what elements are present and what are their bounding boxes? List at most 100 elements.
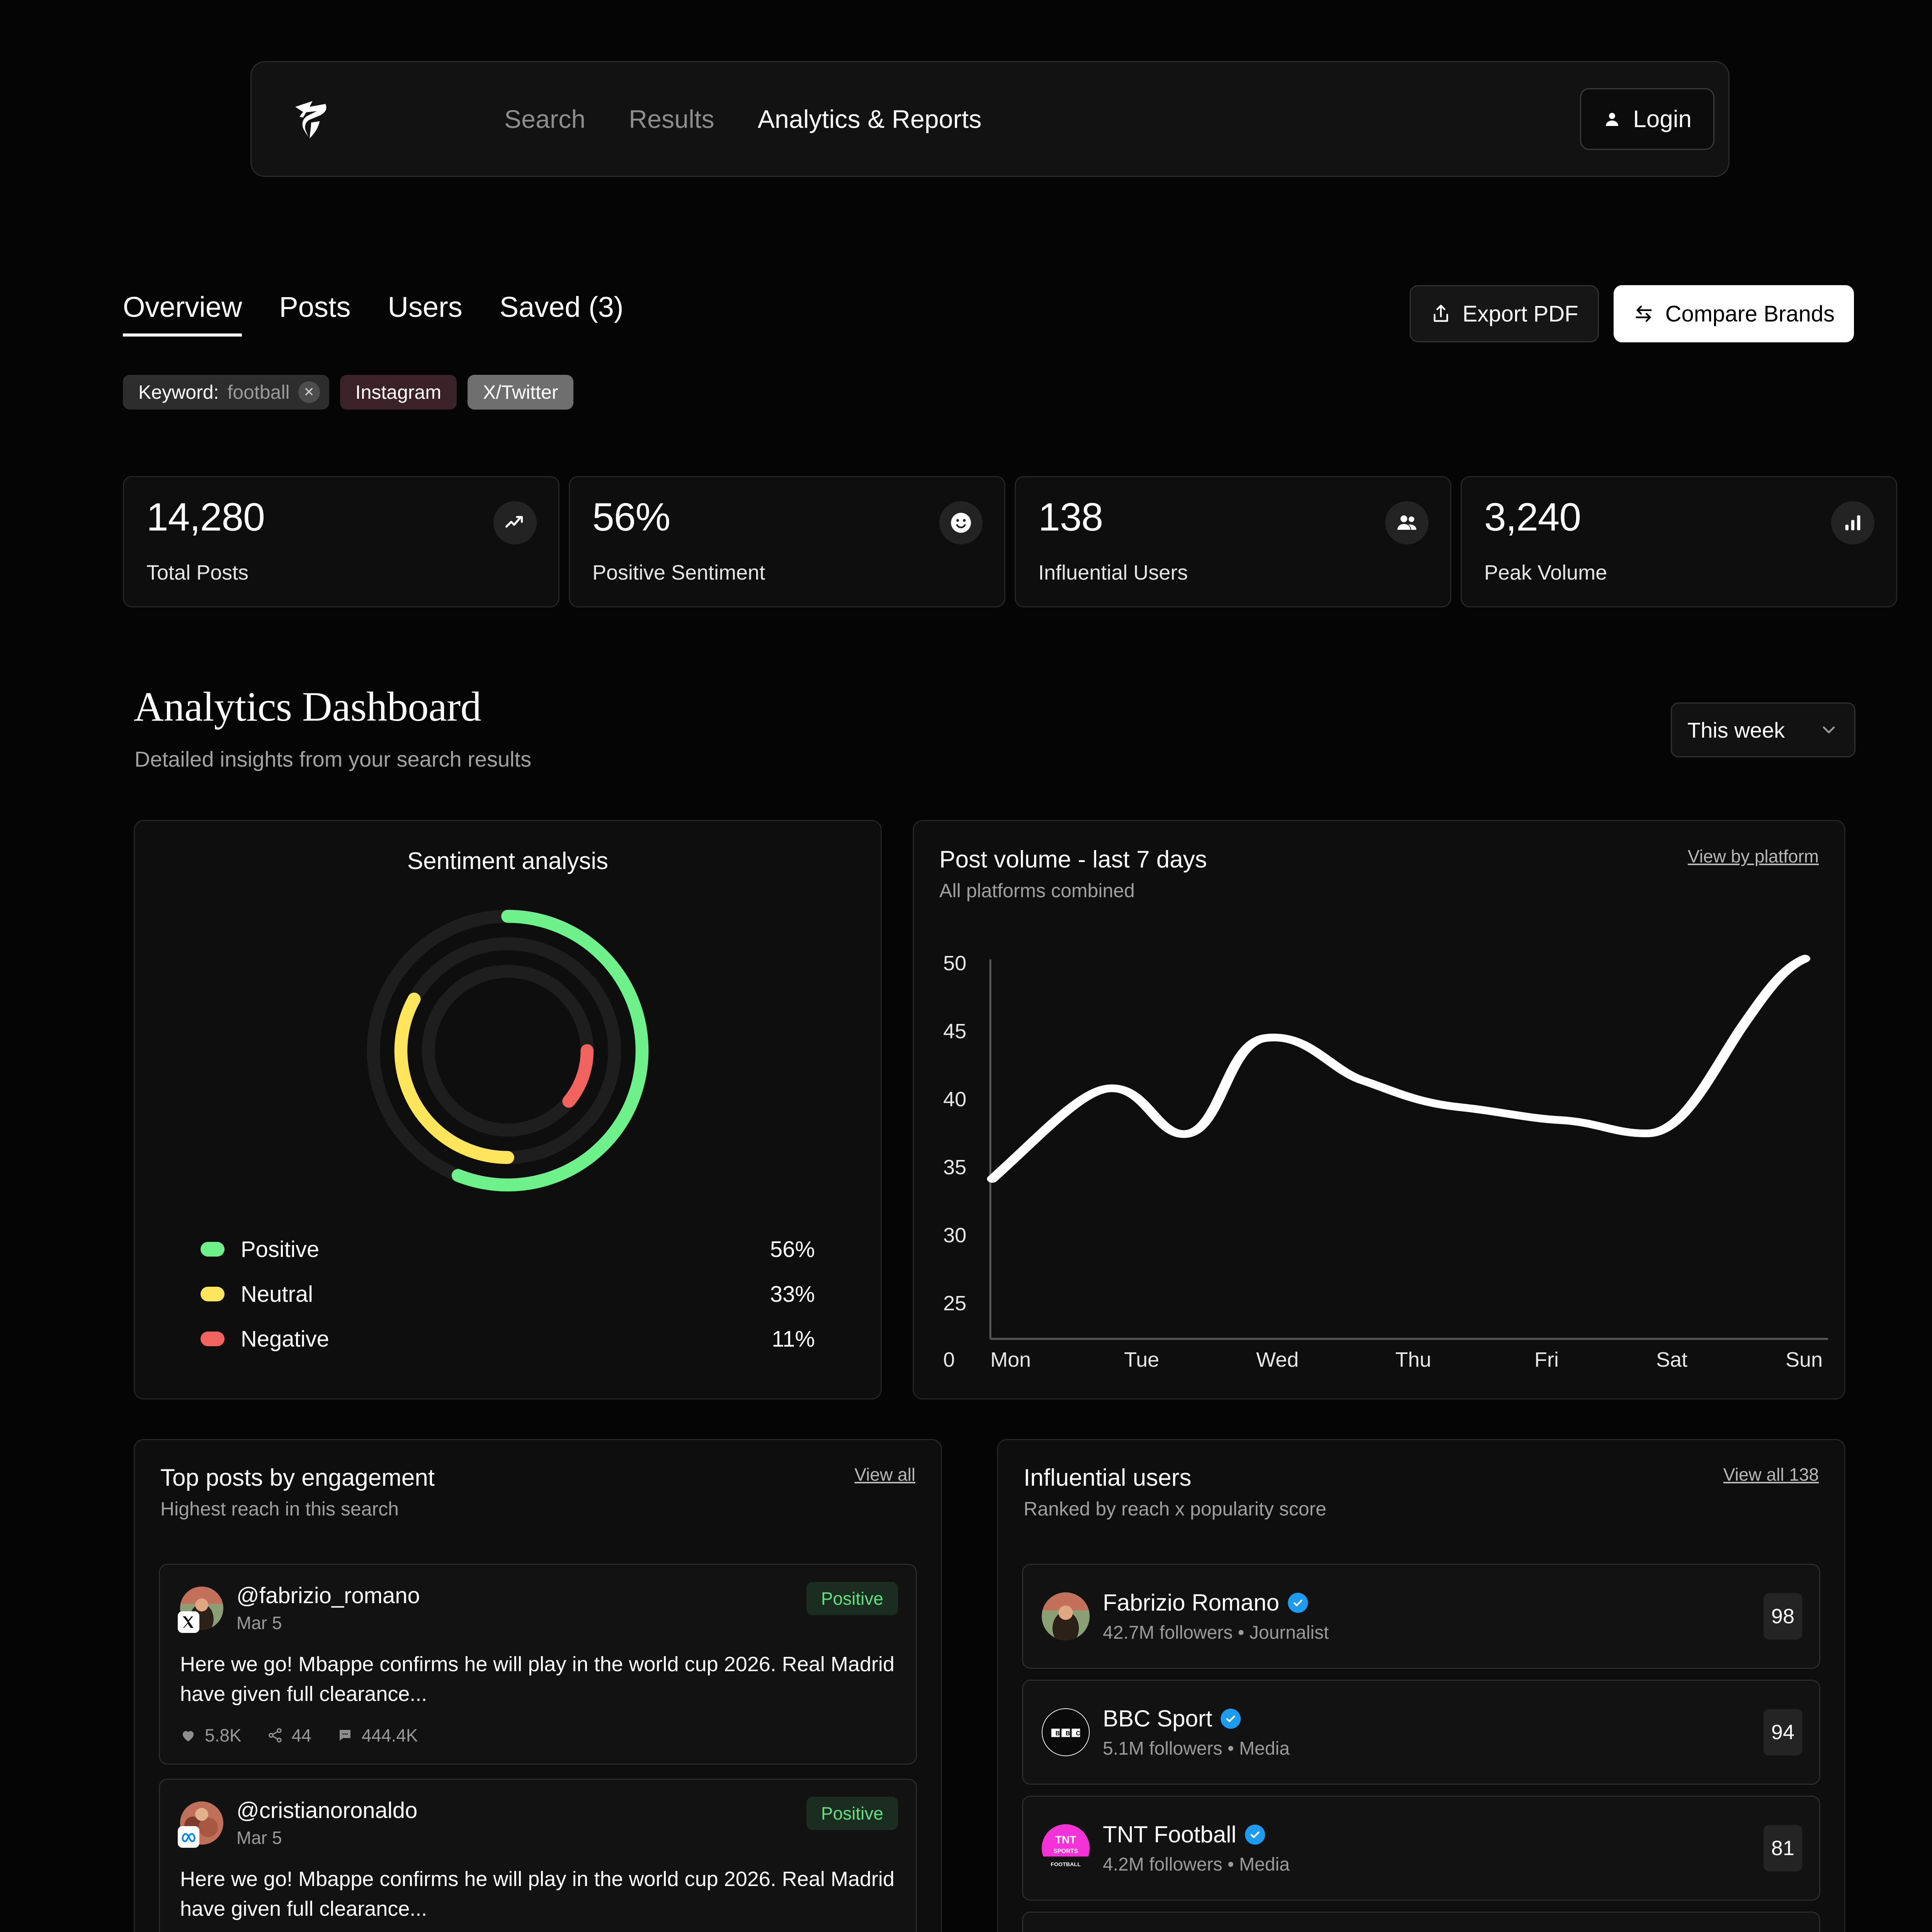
svg-text:SPORTS: SPORTS bbox=[1053, 1848, 1078, 1854]
trending-up-icon bbox=[493, 501, 537, 544]
svg-text:B: B bbox=[1066, 1730, 1070, 1737]
post-body: Here we go! Mbappe confirms he will play… bbox=[180, 1653, 895, 1706]
post-handle: @fabrizio_romano bbox=[236, 1583, 420, 1608]
avatar bbox=[178, 1586, 223, 1633]
swap-arrows-icon bbox=[1633, 303, 1655, 325]
login-label: Login bbox=[1633, 105, 1692, 133]
bar-chart-icon bbox=[1831, 501, 1874, 544]
stat-value: 56% bbox=[592, 495, 670, 539]
xtick-tue: Tue bbox=[1124, 1348, 1159, 1371]
user-score-badge: 81 bbox=[1763, 1825, 1802, 1871]
heart-icon bbox=[180, 1727, 196, 1743]
ytick-0: 0 bbox=[943, 1348, 955, 1371]
metric-value: 5.8K bbox=[205, 1725, 242, 1746]
x-platform-icon bbox=[178, 1611, 199, 1633]
chip-keyword[interactable]: Keyword: football ✕ bbox=[123, 375, 329, 410]
post-card[interactable]: @fabrizio_romano Mar 5 Positive Here we … bbox=[159, 1564, 917, 1765]
sentiment-panel-title: Sentiment analysis bbox=[407, 848, 609, 874]
posts-panel-subtitle: Highest reach in this search bbox=[160, 1498, 399, 1520]
user-name: Fabrizio Romano bbox=[1103, 1590, 1279, 1616]
legend-percent: 11% bbox=[772, 1326, 815, 1352]
xtick-wed: Wed bbox=[1256, 1348, 1299, 1371]
user-row[interactable]: Garry Neville 2.2M followers • Creator 7… bbox=[1022, 1912, 1820, 1932]
view-all-users-link[interactable]: View all 138 bbox=[1723, 1464, 1819, 1485]
stat-card-total-posts[interactable]: 14,280 Total Posts bbox=[123, 476, 560, 607]
close-icon[interactable]: ✕ bbox=[298, 381, 320, 403]
stat-card-positive-sentiment[interactable]: 56% Positive Sentiment bbox=[569, 476, 1005, 607]
user-row[interactable]: TNT SPORTS FOOTBALL TNT Football 4.2M foll… bbox=[1022, 1796, 1820, 1901]
nav-link-search[interactable]: Search bbox=[504, 105, 586, 133]
post-date: Mar 5 bbox=[236, 1828, 282, 1848]
ytick-40: 40 bbox=[943, 1088, 966, 1111]
time-range-select[interactable]: This week bbox=[1671, 702, 1855, 757]
brand-swoosh-logo[interactable] bbox=[265, 94, 357, 144]
ytick-25: 25 bbox=[943, 1292, 966, 1315]
user-list: Fabrizio Romano 42.7M followers • Journa… bbox=[1022, 1564, 1820, 1932]
xtick-fri: Fri bbox=[1534, 1348, 1559, 1371]
comment-icon bbox=[337, 1727, 353, 1743]
verified-check-icon bbox=[1221, 1708, 1241, 1729]
svg-text:TNT: TNT bbox=[1055, 1834, 1076, 1846]
ytick-30: 30 bbox=[943, 1224, 966, 1247]
section-tabs: Overview Posts Users Saved (3) bbox=[123, 291, 624, 337]
legend-row-neutral: Neutral 33% bbox=[201, 1272, 815, 1316]
metric-value: 44 bbox=[291, 1725, 311, 1746]
stat-card-influential-users[interactable]: 138 Influential Users bbox=[1015, 476, 1451, 607]
export-pdf-button[interactable]: Export PDF bbox=[1409, 285, 1599, 342]
chip-platform-instagram[interactable]: Instagram bbox=[340, 375, 457, 410]
login-button[interactable]: Login bbox=[1580, 88, 1714, 150]
verified-check-icon bbox=[1245, 1824, 1265, 1845]
compare-brands-button[interactable]: Compare Brands bbox=[1613, 285, 1854, 342]
tab-posts[interactable]: Posts bbox=[279, 291, 351, 323]
stat-value: 138 bbox=[1038, 495, 1103, 539]
top-posts-panel: Top posts by engagement Highest reach in… bbox=[134, 1439, 942, 1932]
user-subtext: 5.1M followers • Media bbox=[1103, 1738, 1290, 1759]
post-volume-line-chart: 50 45 40 35 30 25 0 Mon Tue Wed Thu Fri … bbox=[939, 952, 1833, 1375]
legend-percent: 56% bbox=[770, 1236, 815, 1262]
stat-value: 14,280 bbox=[146, 495, 265, 539]
verified-check-icon bbox=[1287, 1592, 1308, 1613]
smiley-face-icon bbox=[939, 501, 983, 544]
nav-link-results[interactable]: Results bbox=[629, 105, 714, 133]
page-subtitle: Detailed insights from your search resul… bbox=[134, 747, 532, 771]
influential-users-panel: Influential users Ranked by reach x popu… bbox=[997, 1439, 1845, 1932]
tab-users[interactable]: Users bbox=[388, 291, 463, 323]
metric-shares: 44 bbox=[267, 1725, 311, 1746]
stat-card-peak-volume[interactable]: 3,240 Peak Volume bbox=[1461, 476, 1897, 607]
legend-label: Positive bbox=[241, 1236, 320, 1262]
stat-cards: 14,280 Total Posts 56% Positive Sentimen… bbox=[123, 476, 1897, 607]
stat-label: Total Posts bbox=[146, 561, 249, 584]
svg-text:B: B bbox=[1056, 1730, 1060, 1737]
nav-links: Search Results Analytics & Reports bbox=[504, 104, 982, 134]
user-score-badge: 94 bbox=[1763, 1709, 1802, 1755]
users-panel-title: Influential users bbox=[1024, 1464, 1192, 1491]
status-badge: Positive bbox=[806, 1582, 898, 1615]
chip-platform-x-twitter[interactable]: X/Twitter bbox=[468, 375, 574, 410]
active-filter-chips: Keyword: football ✕ Instagram X/Twitter bbox=[123, 375, 574, 410]
status-badge: Positive bbox=[806, 1797, 898, 1830]
people-icon bbox=[1385, 501, 1429, 544]
tab-overview[interactable]: Overview bbox=[123, 291, 242, 337]
export-pdf-label: Export PDF bbox=[1462, 301, 1578, 327]
legend-row-positive: Positive 56% bbox=[201, 1227, 815, 1272]
avatar bbox=[1042, 1592, 1090, 1640]
nav-link-analytics-reports[interactable]: Analytics & Reports bbox=[757, 105, 982, 133]
time-range-value: This week bbox=[1687, 718, 1785, 742]
post-card[interactable]: @cristianoronaldo Mar 5 Positive Here we… bbox=[159, 1779, 917, 1932]
chevron-down-icon bbox=[1819, 720, 1839, 740]
view-by-platform-link[interactable]: View by platform bbox=[1687, 846, 1819, 866]
view-all-posts-link[interactable]: View all bbox=[854, 1464, 915, 1485]
stat-label: Peak Volume bbox=[1484, 561, 1607, 584]
chip-keyword-prefix: Keyword: bbox=[138, 381, 219, 403]
legend-label: Negative bbox=[241, 1326, 329, 1352]
share-upload-icon bbox=[1430, 303, 1452, 325]
svg-text:FOOTBALL: FOOTBALL bbox=[1051, 1862, 1081, 1868]
user-subtext: 42.7M followers • Journalist bbox=[1103, 1622, 1329, 1643]
volume-line-series bbox=[987, 955, 1810, 1183]
user-row[interactable]: Fabrizio Romano 42.7M followers • Journa… bbox=[1022, 1564, 1820, 1669]
tab-saved[interactable]: Saved (3) bbox=[499, 291, 624, 323]
legend-swatch-neutral bbox=[201, 1287, 224, 1301]
